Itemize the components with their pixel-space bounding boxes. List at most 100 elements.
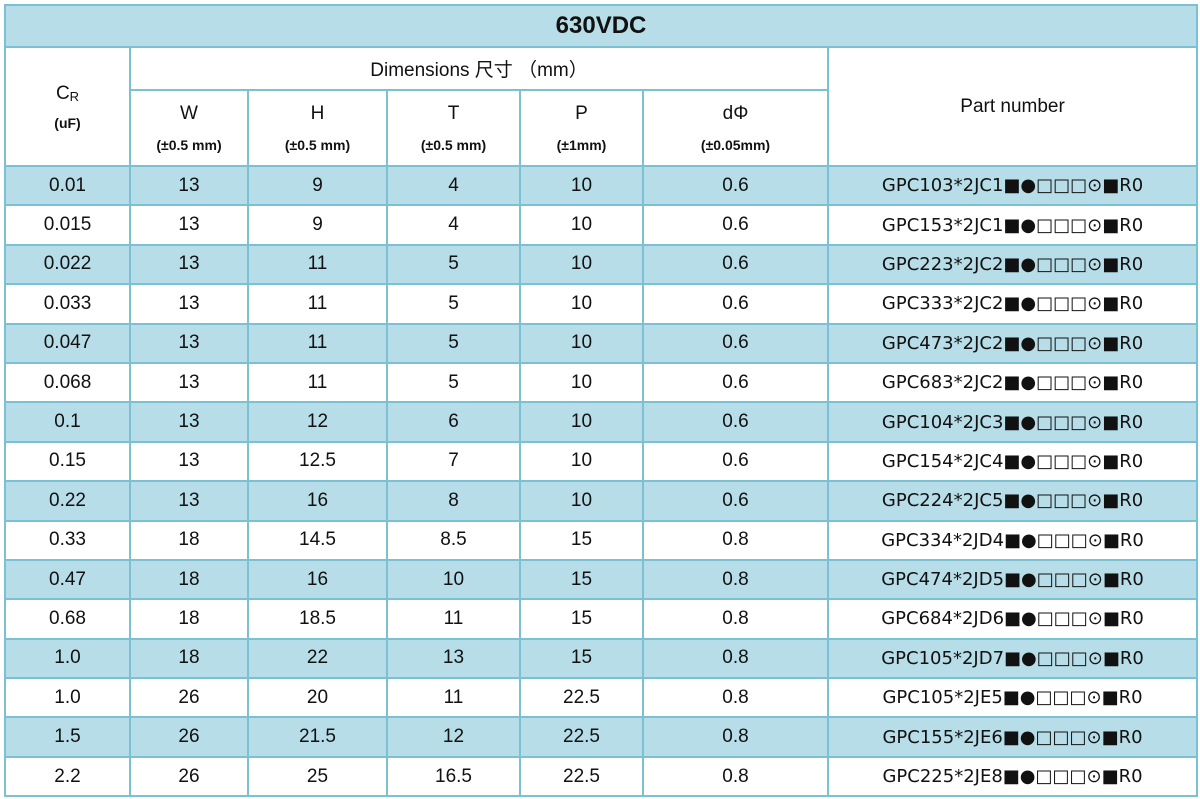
table-cell: 13: [129, 164, 249, 207]
table-cell: 0.01: [4, 164, 131, 207]
cr-symbol: C: [55, 82, 70, 104]
part-number-cell: GPC103*2JC1■●□□□⊙■R0: [826, 164, 1199, 207]
table-cell: 15: [519, 598, 644, 640]
table-cell: 5: [386, 322, 521, 364]
table-cell: 0.068: [4, 361, 131, 404]
table-cell: 0.015: [4, 204, 131, 246]
table-cell: 11: [386, 677, 521, 719]
table-cell: 0.33: [4, 519, 131, 561]
table-cell: 18: [129, 558, 249, 601]
part-number-cell: GPC333*2JC2■●□□□⊙■R0: [826, 283, 1199, 325]
table-cell: 26: [129, 755, 249, 798]
table-cell: 6: [386, 401, 521, 443]
table-cell: 13: [129, 401, 249, 443]
table-cell: 11: [247, 361, 388, 404]
table-cell: 5: [386, 243, 521, 286]
table-cell: 0.15: [4, 440, 131, 483]
table-cell: 16: [247, 558, 388, 601]
table-cell: 0.033: [4, 283, 131, 325]
table-cell: 0.8: [642, 716, 829, 758]
table-cell: 7: [386, 440, 521, 483]
table-cell: 10: [519, 322, 644, 364]
table-cell: 13: [129, 480, 249, 522]
table-cell: 15: [519, 519, 644, 561]
table-cell: 0.6: [642, 401, 829, 443]
table-cell: 14.5: [247, 519, 388, 561]
part-number-cell: GPC474*2JD5■●□□□⊙■R0: [826, 558, 1199, 601]
table-cell: 10: [519, 243, 644, 286]
table-row: 1.0 26 20 11 22.5 0.8 GPC105*2JE5■●□□□⊙■R0: [4, 677, 1199, 719]
part-number-cell: GPC105*2JD7■●□□□⊙■R0: [826, 637, 1199, 680]
table-cell: 1.5: [4, 716, 131, 758]
part-number-cell: GPC223*2JC2■●□□□⊙■R0: [826, 243, 1199, 286]
table-cell: 0.6: [642, 243, 829, 286]
table-cell: 13: [129, 322, 249, 364]
table-row: 1.5 26 21.5 12 22.5 0.8 GPC155*2JE6■●□□□⊙■R0: [4, 716, 1199, 758]
spec-table: 630VDC CR (uF) Dimensions 尺寸 （mm） Part nu…: [3, 4, 1199, 798]
column-name: H: [310, 103, 325, 124]
part-number-cell: GPC105*2JE5■●□□□⊙■R0: [826, 677, 1199, 719]
table-cell: 0.68: [4, 598, 131, 640]
table-cell: 0.8: [642, 755, 829, 798]
table-title: 630VDC: [3, 4, 1199, 48]
table-cell: 22: [247, 637, 388, 680]
table-cell: 0.6: [642, 164, 829, 207]
table-cell: 1.0: [4, 637, 131, 680]
table-cell: 12: [386, 716, 521, 758]
table-cell: 0.1: [4, 401, 131, 443]
column-tolerance: (±0.5 mm): [156, 137, 222, 153]
table-cell: 8.5: [386, 519, 521, 561]
table-cell: 1.0: [4, 677, 131, 719]
table-cell: 0.022: [4, 243, 131, 286]
table-head: 630VDC CR (uF) Dimensions 尺寸 （mm） Part nu…: [3, 4, 1199, 167]
table-cell: 12.5: [247, 440, 388, 483]
table-row: 0.022 13 11 5 10 0.6 GPC223*2JC2■●□□□⊙■R0: [4, 243, 1199, 286]
table-cell: 0.6: [642, 361, 829, 404]
table-cell: 2.2: [4, 755, 131, 798]
table-cell: 4: [386, 204, 521, 246]
part-number-cell: GPC684*2JD6■●□□□⊙■R0: [826, 598, 1199, 640]
table-cell: 13: [129, 283, 249, 325]
part-number-cell: GPC154*2JC4■●□□□⊙■R0: [826, 440, 1199, 483]
table-cell: 11: [247, 243, 388, 286]
table-cell: 22.5: [519, 716, 644, 758]
table-cell: 0.8: [642, 558, 829, 601]
table-cell: 0.8: [642, 677, 829, 719]
part-number-cell: GPC155*2JE6■●□□□⊙■R0: [826, 716, 1199, 758]
cr-unit: (uF): [54, 114, 81, 131]
table-row: 0.68 18 18.5 11 15 0.8 GPC684*2JD6■●□□□⊙■R0: [4, 598, 1199, 640]
table-cell: 15: [519, 558, 644, 601]
table-row: 0.033 13 11 5 10 0.6 GPC333*2JC2■●□□□⊙■R0: [4, 283, 1199, 325]
table-cell: 18.5: [247, 598, 388, 640]
table-cell: 26: [129, 677, 249, 719]
column-header: W (±0.5 mm): [129, 89, 249, 167]
table-cell: 9: [247, 204, 388, 246]
table-cell: 0.8: [642, 637, 829, 680]
table-cell: 22.5: [519, 755, 644, 798]
table-cell: 13: [129, 440, 249, 483]
part-number-cell: GPC224*2JC5■●□□□⊙■R0: [826, 480, 1199, 522]
column-name: W: [180, 103, 198, 124]
cr-subscript: R: [69, 88, 80, 104]
table-cell: 0.6: [642, 440, 829, 483]
table-cell: 0.6: [642, 480, 829, 522]
column-tolerance: (±0.05mm): [700, 137, 771, 153]
table-cell: 0.8: [642, 519, 829, 561]
table-cell: 9: [247, 164, 388, 207]
table-cell: 10: [519, 204, 644, 246]
table-row: 2.2 26 25 16.5 22.5 0.8 GPC225*2JE8■●□□□⊙■R0: [4, 755, 1199, 798]
table-row: 0.1 13 12 6 10 0.6 GPC104*2JC3■●□□□⊙■R0: [4, 401, 1199, 443]
table-cell: 15: [519, 637, 644, 680]
table-cell: 26: [129, 716, 249, 758]
table-cell: 10: [519, 440, 644, 483]
column-name: dΦ: [722, 103, 749, 124]
table-cell: 20: [247, 677, 388, 719]
part-number-cell: GPC104*2JC3■●□□□⊙■R0: [826, 401, 1199, 443]
table-cell: 10: [386, 558, 521, 601]
table-cell: 10: [519, 480, 644, 522]
part-number-header: Part number: [826, 46, 1199, 167]
table-cell: 0.047: [4, 322, 131, 364]
table-cell: 5: [386, 361, 521, 404]
table-cell: 10: [519, 283, 644, 325]
